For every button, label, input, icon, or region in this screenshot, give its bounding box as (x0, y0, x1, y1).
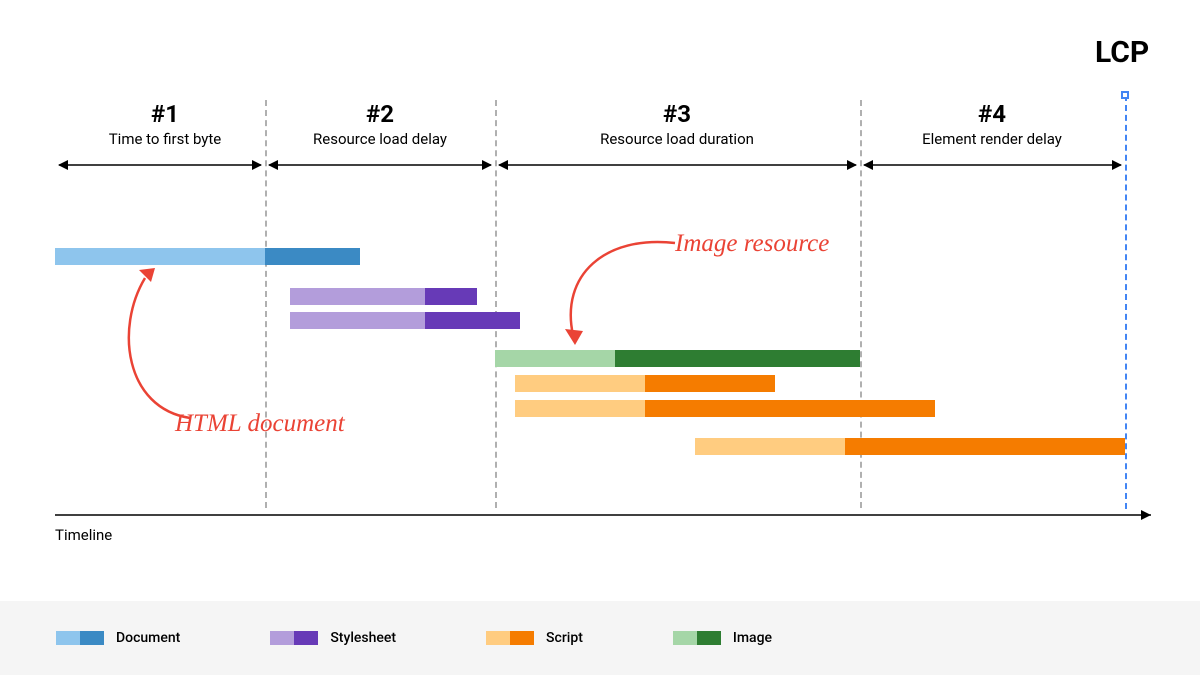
legend-item: Script (486, 630, 583, 646)
resource-bar-segment (495, 350, 615, 367)
timeline-axis-label: Timeline (55, 526, 112, 544)
lcp-label: LCP (1095, 35, 1149, 70)
resource-bar (55, 375, 1155, 392)
phase-label: Resource load delay (313, 130, 447, 148)
resource-bar-segment (645, 400, 935, 417)
phase-range-arrow (863, 158, 1122, 172)
phase-range-arrow (268, 158, 492, 172)
legend: Document Stylesheet Script Image (0, 601, 1200, 675)
resource-bar-segment (290, 288, 425, 305)
resource-bar-segment (645, 375, 775, 392)
resource-bar-segment (55, 248, 265, 265)
phase-label: Resource load duration (600, 130, 754, 148)
legend-swatch (270, 631, 318, 645)
legend-item: Document (56, 630, 180, 646)
phase-number: #4 (978, 100, 1006, 128)
legend-label: Image (733, 630, 772, 646)
phase-number: #1 (151, 100, 179, 128)
resource-bar-segment (290, 312, 425, 329)
legend-swatch (486, 631, 534, 645)
annotation-arrow (95, 268, 205, 423)
resource-bar (55, 350, 1155, 367)
resource-bar-segment (425, 288, 477, 305)
resource-bar-segment (425, 312, 520, 329)
legend-swatch (56, 631, 104, 645)
lcp-timeline-chart: LCP #1 Time to first byte #2 Resource load … (55, 30, 1155, 550)
phase-label: Element render delay (922, 130, 1062, 148)
resource-bar-segment (265, 248, 360, 265)
resource-bar-segment (695, 438, 845, 455)
phase-number: #3 (663, 100, 691, 128)
legend-label: Stylesheet (330, 630, 396, 646)
resource-bar-segment (515, 375, 645, 392)
annotation-arrow (545, 235, 685, 350)
phase-number: #2 (366, 100, 394, 128)
timeline-axis (55, 508, 1151, 522)
legend-item: Stylesheet (270, 630, 396, 646)
legend-label: Document (116, 630, 180, 646)
legend-item: Image (673, 630, 772, 646)
legend-label: Script (546, 630, 583, 646)
annotation-label: Image resource (675, 230, 829, 258)
phase-range-arrow (498, 158, 857, 172)
phase-label: Time to first byte (109, 130, 222, 148)
legend-swatch (673, 631, 721, 645)
resource-bar-segment (845, 438, 1125, 455)
lcp-marker-handle (1121, 91, 1129, 99)
phase-range-arrow (58, 158, 262, 172)
resource-bar (55, 438, 1155, 455)
resource-bar-segment (615, 350, 860, 367)
resource-bar-segment (515, 400, 645, 417)
